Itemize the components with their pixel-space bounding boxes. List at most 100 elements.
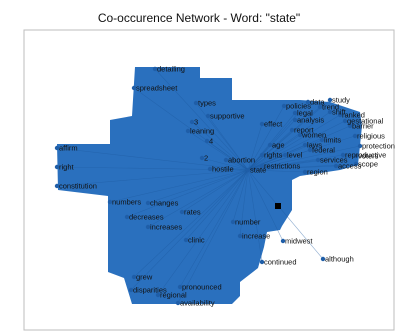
edge-2 (195, 102, 249, 171)
node-label-2: types (198, 99, 216, 108)
node-label-8: hostile (212, 165, 234, 174)
node-46 (347, 123, 353, 129)
node-7 (199, 155, 205, 161)
node-label-32: effect (264, 120, 283, 129)
node-label-50: level (287, 151, 303, 160)
edge-55 (247, 129, 293, 171)
node-20 (230, 219, 236, 225)
edge-43 (247, 134, 301, 171)
node-56 (353, 153, 359, 159)
node-11 (54, 145, 60, 151)
node-label-18: increases (150, 223, 182, 232)
node-label-1: spreadsheet (136, 84, 178, 93)
node-14 (107, 199, 113, 205)
node-label-34: rights (264, 151, 283, 160)
node-label-51: study (332, 96, 350, 105)
node-label-27: disparities (133, 286, 167, 295)
center-node-marker (275, 203, 281, 209)
node-label-4: 3 (194, 118, 198, 127)
node-27 (128, 287, 134, 293)
node-18 (145, 224, 151, 230)
node-label-21: increase (242, 232, 270, 241)
node-label-12: right (59, 163, 75, 172)
node-label-42: scope (358, 160, 378, 169)
edge-5 (187, 130, 249, 171)
node-label-17: rates (184, 208, 201, 217)
node-15 (145, 200, 151, 206)
edge-11 (56, 147, 249, 171)
node-label-45: ranked (342, 111, 365, 120)
node-label-16: decreases (129, 213, 164, 222)
edge-39 (247, 111, 331, 171)
node-label-36: legal (297, 109, 313, 118)
edge-29 (177, 169, 249, 304)
node-label-53: laws (307, 141, 322, 150)
node-39 (327, 109, 333, 115)
node-label-52: gestational (347, 117, 384, 126)
node-label-46: barrier (352, 122, 374, 131)
node-label-9: abortion (228, 156, 255, 165)
node-label-0: detailing (157, 65, 185, 74)
axes-frame (23, 29, 395, 331)
edge-36 (247, 112, 296, 171)
edge-23 (247, 169, 263, 263)
node-23 (259, 259, 265, 265)
node-53 (302, 142, 308, 148)
node-36 (292, 110, 298, 116)
edge-21 (239, 169, 249, 237)
node-44 (307, 147, 313, 153)
node-12 (54, 164, 60, 170)
edge-4 (191, 121, 249, 171)
edge-15 (147, 169, 249, 204)
edge-7 (201, 157, 249, 171)
node-55 (289, 127, 295, 133)
node-16 (124, 214, 130, 220)
edge-32 (247, 123, 263, 171)
node-25 (131, 274, 137, 280)
node-label-25: grew (136, 273, 153, 282)
edge-19 (185, 169, 249, 241)
node-label-23: continued (264, 258, 297, 267)
node-label-38: trend (322, 103, 339, 112)
edge-0 (154, 68, 249, 171)
node-54 (319, 137, 325, 143)
node-34 (259, 152, 265, 158)
edge-45 (247, 114, 341, 171)
node-5 (185, 128, 191, 134)
edge-24 (247, 169, 324, 260)
node-13 (54, 183, 60, 189)
edge-56 (247, 155, 357, 171)
nodes (54, 66, 363, 306)
edge-9 (225, 159, 249, 171)
node-33 (267, 142, 273, 148)
node-label-49: services (320, 156, 348, 165)
node-8 (207, 166, 213, 172)
node-label-31: data (310, 98, 325, 107)
node-label-47: religious (357, 132, 385, 141)
node-37 (292, 117, 298, 123)
node-47 (352, 133, 358, 139)
edge-26 (179, 169, 249, 288)
node-label-5: leaning (190, 127, 214, 136)
node-label-44: federal (312, 146, 335, 155)
edge-20 (232, 169, 249, 223)
edge-28 (157, 169, 249, 296)
node-label-30: policies (286, 102, 311, 111)
node-label-28: regional (160, 291, 187, 300)
edge-18 (147, 169, 249, 228)
node-42 (353, 161, 359, 167)
node-29 (175, 300, 181, 306)
node-19 (183, 237, 189, 243)
edge-27 (130, 169, 249, 291)
node-3 (205, 113, 211, 119)
node-label-39: shift (332, 108, 347, 117)
edge-57 (247, 169, 306, 173)
edge-22 (247, 169, 284, 242)
edge-52 (247, 120, 346, 171)
edge-mass (57, 67, 362, 304)
node-label-54: limits (324, 136, 341, 145)
node-10 (245, 167, 251, 173)
edge-6 (206, 140, 249, 171)
node-label-56: voters (358, 152, 379, 161)
